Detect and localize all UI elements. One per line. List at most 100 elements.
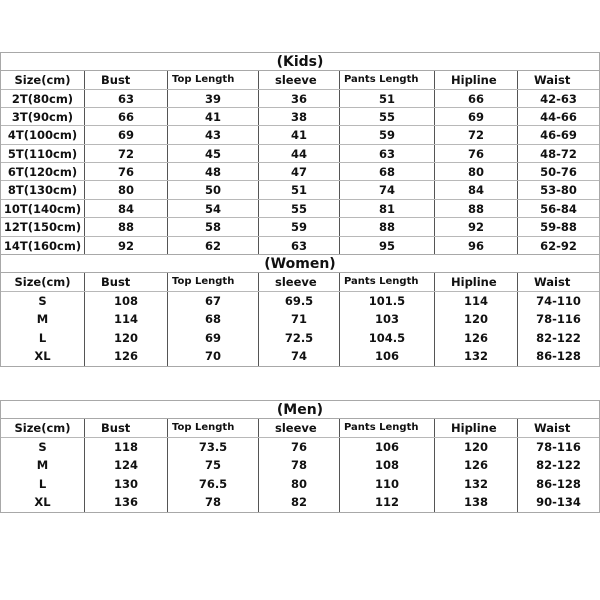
- table-cell: XL: [1, 493, 85, 512]
- table-cell: 114: [435, 291, 518, 310]
- table-cell: 84: [85, 199, 168, 218]
- table-cell: 74: [259, 347, 340, 366]
- column-header: Bust: [85, 273, 168, 291]
- table-cell: 47: [259, 163, 340, 181]
- table-cell: 73.5: [168, 437, 259, 456]
- table-cell: 86-128: [536, 349, 581, 363]
- table-row: 8T(130cm) 80 50 51 74 84 53-80: [1, 181, 599, 200]
- column-header: Pants Length: [340, 419, 435, 437]
- table-cell: 120: [435, 437, 518, 456]
- table-cell: 78: [259, 456, 340, 475]
- header-row: Size(cm) Bust Top Length sleeve Pants Length…: [1, 419, 599, 438]
- table-cell: 69: [85, 126, 168, 144]
- table-row: XL 136 78 82 112 138 90-134: [1, 493, 599, 512]
- table-cell: 39: [168, 89, 259, 107]
- table-cell: 44-66: [540, 109, 577, 124]
- table-row: 3T(90cm) 66 41 38 55 69 44-66: [1, 107, 599, 127]
- table-cell: 50: [168, 181, 259, 199]
- table-cell: 120: [435, 310, 518, 329]
- table-row: 5T(110cm) 72 45 44 63 76 48-72: [1, 144, 599, 164]
- table-cell: 72: [435, 126, 518, 144]
- table-cell: 46-69: [540, 128, 577, 143]
- table-cell: 54: [168, 199, 259, 218]
- table-cell: 63: [85, 89, 168, 107]
- table-cell: 59-88: [540, 220, 577, 235]
- table-cell: 36: [259, 89, 340, 107]
- column-header: sleeve: [259, 419, 340, 437]
- table-cell: 132: [435, 474, 518, 493]
- table-cell: 48-72: [540, 146, 577, 161]
- table-row: M 114 68 71 103 120 78-116: [1, 310, 599, 329]
- column-header: Bust: [85, 71, 168, 89]
- table-row: XL 126 70 74 106 132 86-128: [1, 347, 599, 366]
- table-cell: 92: [85, 236, 168, 255]
- table-cell: 48: [168, 163, 259, 181]
- column-header: Pants Length: [340, 273, 435, 291]
- table-cell: 66: [85, 107, 168, 126]
- table-cell: 10T(140cm): [1, 199, 85, 218]
- table-cell: 51: [259, 181, 340, 199]
- table-cell: 80: [85, 181, 168, 199]
- table-row: 2T(80cm) 63 39 36 51 66 42-63: [1, 89, 599, 108]
- table-row: L 120 69 72.5 104.5 126 82-122: [1, 328, 599, 347]
- table-cell: 50-76: [540, 165, 577, 180]
- table-cell: 4T(100cm): [1, 126, 85, 144]
- table-cell: 120: [85, 328, 168, 347]
- table-cell: 55: [340, 107, 435, 126]
- column-header: Top Length: [168, 71, 259, 89]
- table-cell: 42-63: [540, 91, 577, 106]
- table-cell: 90-134: [536, 495, 581, 509]
- table-row: 10T(140cm) 84 54 55 81 88 56-84: [1, 199, 599, 219]
- table-cell: XL: [1, 347, 85, 366]
- table-cell: 63: [340, 144, 435, 163]
- table-row: 4T(100cm) 69 43 41 59 72 46-69: [1, 126, 599, 145]
- table-cell: 38: [259, 107, 340, 126]
- table-cell: 112: [340, 493, 435, 512]
- table-cell: 106: [340, 347, 435, 366]
- table-cell: 69: [168, 328, 259, 347]
- table-cell: 92: [435, 218, 518, 236]
- column-header: sleeve: [259, 273, 340, 291]
- table-cell: S: [1, 437, 85, 456]
- table-cell: 2T(80cm): [1, 89, 85, 107]
- column-header: Hipline: [435, 273, 518, 291]
- table-row: 12T(150cm) 88 58 59 88 92 59-88: [1, 218, 599, 237]
- table-cell: 59: [259, 218, 340, 236]
- table-cell: 82-122: [536, 458, 581, 472]
- table-cell: 56-84: [540, 201, 577, 216]
- table-cell: M: [1, 310, 85, 329]
- table-title: (Men): [1, 400, 599, 419]
- men-size-table: (Men) Size(cm) Bust Top Length sleeve Pants L…: [0, 400, 600, 513]
- table-row: 14T(160cm) 92 62 63 95 96 62-92: [1, 236, 599, 256]
- table-cell: 84: [435, 181, 518, 199]
- table-cell: 62-92: [540, 238, 577, 253]
- table-cell: 96: [435, 236, 518, 255]
- table-cell: 126: [85, 347, 168, 366]
- column-header: Waist: [534, 421, 571, 435]
- column-header: Waist: [534, 73, 571, 87]
- table-cell: M: [1, 456, 85, 475]
- column-header: Size(cm): [1, 419, 85, 437]
- table-cell: 70: [168, 347, 259, 366]
- kids-size-table: (Kids) Size(cm) Bust Top Length sleeve Pants …: [0, 52, 600, 256]
- table-cell: 82: [259, 493, 340, 512]
- table-cell: 124: [85, 456, 168, 475]
- table-cell: 51: [340, 89, 435, 107]
- table-cell: 76.5: [168, 474, 259, 493]
- table-cell: 138: [435, 493, 518, 512]
- table-cell: 103: [340, 310, 435, 329]
- table-cell: 86-128: [536, 476, 581, 491]
- table-cell: 53-80: [540, 183, 577, 198]
- table-cell: 130: [85, 474, 168, 493]
- table-cell: 110: [340, 474, 435, 493]
- table-cell: 67: [168, 291, 259, 310]
- table-cell: L: [1, 328, 85, 347]
- table-cell: 108: [340, 456, 435, 475]
- table-cell: L: [1, 474, 85, 493]
- table-cell: 72: [85, 144, 168, 163]
- table-cell: 108: [85, 291, 168, 310]
- table-cell: 44: [259, 144, 340, 163]
- table-row: L 130 76.5 80 110 132 86-128: [1, 474, 599, 493]
- table-cell: 41: [259, 126, 340, 144]
- table-cell: 82-122: [536, 330, 581, 345]
